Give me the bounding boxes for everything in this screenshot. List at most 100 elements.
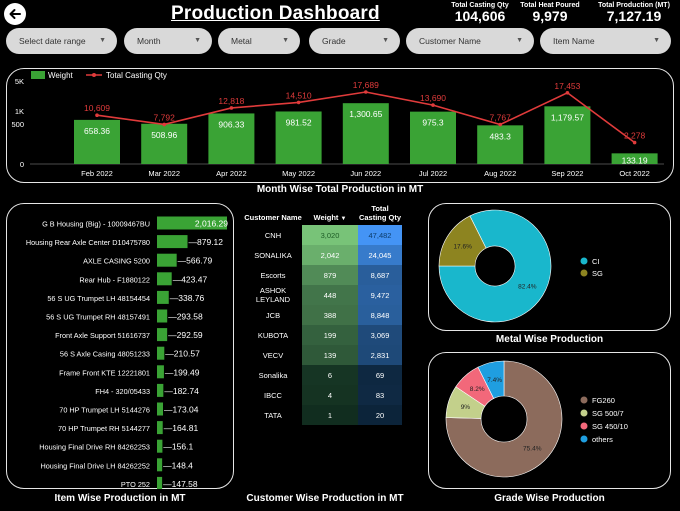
cell-weight: 199 (302, 325, 358, 345)
bar-weight (208, 113, 255, 164)
bar-item (157, 272, 172, 286)
line-data-label: 12,818 (218, 96, 244, 106)
item-category-label: Frame Front KTE 12221801 (59, 368, 150, 377)
x-tick-label: May 2022 (282, 169, 315, 178)
x-tick-label: Jul 2022 (419, 169, 447, 178)
table-row[interactable]: KUBOTA 199 3,069 (244, 325, 402, 345)
cell-weight: 4 (302, 385, 358, 405)
x-tick-label: Aug 2022 (484, 169, 516, 178)
chevron-down-icon: ▼ (382, 37, 389, 44)
chevron-down-icon: ▼ (653, 37, 660, 44)
bar-data-label: 975.3 (422, 118, 444, 128)
table-row[interactable]: JCB 388 8,848 (244, 305, 402, 325)
filter-grade[interactable]: Grade ▼ (309, 28, 400, 54)
bar-item (157, 476, 163, 489)
item-chart-panel (6, 203, 234, 489)
table-row[interactable]: ASHOK LEYLAND 448 9,472 (244, 285, 402, 305)
legend-marker (580, 435, 588, 443)
legend-marker (580, 396, 588, 404)
col-header-weight[interactable]: Weight ▼ (302, 204, 358, 225)
legend-marker (580, 269, 588, 277)
bar-data-label: —338.76 (170, 293, 205, 303)
cell-qty: 47,482 (358, 225, 402, 245)
filter-label: Item Name (553, 36, 595, 46)
item-category-label: 56 S UG Trumpet LH 48154454 (47, 294, 150, 303)
table-row[interactable]: VECV 139 2,831 (244, 345, 402, 365)
bar-item (157, 290, 169, 304)
legend-label: SG 450/10 (592, 422, 628, 431)
cell-qty: 9,472 (358, 285, 402, 305)
back-button[interactable] (4, 3, 26, 25)
filter-label: Grade (322, 36, 346, 46)
col-header-qty[interactable]: Total Casting Qty (358, 204, 402, 222)
line-point-qty (296, 100, 301, 105)
bar-data-label: —292.59 (168, 330, 203, 340)
bar-data-label: 906.33 (218, 119, 244, 129)
col-header-weight-label: Weight (313, 213, 339, 222)
slice-data-label: 9% (461, 404, 471, 411)
bar-item (157, 346, 165, 360)
kpi-label: Total Heat Poured (520, 2, 580, 9)
table-row[interactable]: Sonalika 6 69 (244, 365, 402, 385)
cell-qty: 83 (358, 385, 402, 405)
bar-data-label: —423.47 (173, 274, 208, 284)
bar-item (157, 328, 168, 342)
col-header-customer[interactable]: Customer Name (244, 213, 302, 222)
bar-weight (611, 153, 658, 164)
bar-item (157, 439, 163, 453)
cell-weight: 388 (302, 305, 358, 325)
filter-label: Select date range (19, 36, 86, 46)
bar-data-label: —156.1 (163, 442, 193, 452)
slice-others (477, 360, 505, 399)
cell-customer-name: KUBOTA (244, 325, 302, 345)
cell-weight: 2,042 (302, 245, 358, 265)
bar-data-label: —566.79 (178, 256, 213, 266)
cell-customer-name: Sonalika (244, 365, 302, 385)
bar-weight (275, 111, 322, 164)
item-category-label: 70 HP Trumpet LH 5144276 (59, 406, 150, 415)
legend-marker (580, 409, 588, 417)
bar-data-label: 1,179.57 (551, 112, 584, 122)
filter-item-name[interactable]: Item Name ▼ (540, 28, 671, 54)
filter-metal[interactable]: Metal ▼ (218, 28, 300, 54)
bar-weight (74, 119, 120, 164)
line-point-qty (632, 140, 637, 145)
filter-label: Customer Name (419, 36, 481, 46)
table-row[interactable]: TATA 1 20 (244, 405, 402, 425)
cell-customer-name: ASHOK LEYLAND (244, 285, 302, 305)
table-row[interactable]: SONALIKA 2,042 24,045 (244, 245, 402, 265)
filter-label: Month (137, 36, 161, 46)
slice-ci (438, 209, 552, 323)
cell-weight: 879 (302, 265, 358, 285)
bar-data-label: —148.4 (163, 460, 193, 470)
bar-data-label: 981.52 (286, 117, 312, 127)
customer-table-wrap: Customer Name Weight ▼ Total Casting Qty… (244, 204, 414, 425)
bar-weight (410, 111, 456, 164)
cell-weight: 139 (302, 345, 358, 365)
bar-weight (342, 103, 389, 164)
bar-data-label: —173.04 (164, 405, 199, 415)
bar-data-label: 508.96 (151, 130, 177, 140)
metal-chart-panel (428, 203, 671, 331)
filter-customer-name[interactable]: Customer Name ▼ (406, 28, 534, 54)
bar-data-label: —164.81 (164, 423, 199, 433)
item-category-label: 70 HP Trumpet RH 5144277 (58, 424, 150, 433)
table-row[interactable]: CNH 3,020 47,482 (244, 225, 402, 245)
table-row[interactable]: Escorts 879 8,687 (244, 265, 402, 285)
y-tick-label: 1K (15, 107, 24, 116)
item-category-label: Rear Hub - F1880122 (79, 275, 150, 284)
line-data-label: 17,689 (353, 80, 379, 90)
item-category-label: Housing Final Drive LH 84262252 (40, 461, 150, 470)
item-category-label: Housing Final Drive RH 84262253 (39, 443, 150, 452)
table-row[interactable]: IBCC 4 83 (244, 385, 402, 405)
bar-data-label: 2,016.29 (195, 219, 228, 229)
y-tick-label: 5K (15, 77, 24, 86)
cell-customer-name: VECV (244, 345, 302, 365)
filter-month[interactable]: Month ▼ (124, 28, 212, 54)
bar-item (157, 458, 163, 472)
chevron-down-icon: ▼ (282, 37, 289, 44)
filter-date-range[interactable]: Select date range ▼ (6, 28, 117, 54)
line-data-label: 17,453 (554, 81, 580, 91)
cell-qty: 24,045 (358, 245, 402, 265)
slice-data-label: 8.2% (470, 386, 485, 393)
